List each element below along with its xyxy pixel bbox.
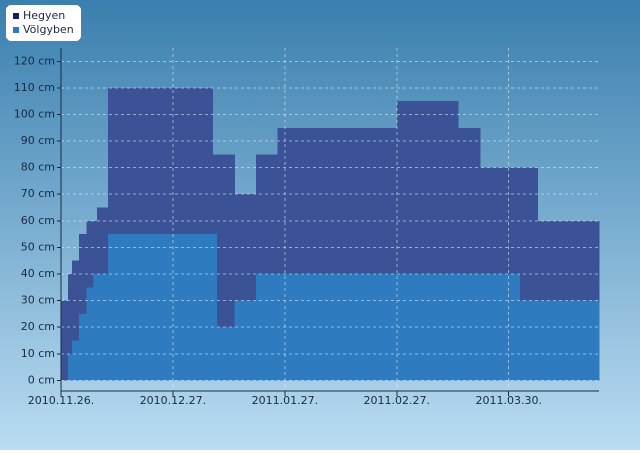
step-area [107, 234, 217, 381]
y-tick-label: 10 cm [21, 347, 55, 360]
step-area [234, 300, 257, 381]
plot-area: 0 cm 10 cm 20 cm 30 cm 40 cm 50 cm 60 cm 70 cm 8… [14, 48, 600, 407]
x-tick-label: 2010.11.26. [28, 394, 94, 407]
y-tick-label: 70 cm [21, 187, 55, 200]
x-tick-label: 2010.12.27. [140, 394, 206, 407]
legend-box [6, 5, 81, 41]
y-tick-label: 50 cm [21, 240, 55, 253]
y-tick-label: 30 cm [21, 294, 55, 307]
y-tick-label: 100 cm [14, 107, 55, 120]
y-tick-label: 40 cm [21, 267, 55, 280]
step-area [519, 300, 600, 381]
step-area [68, 274, 73, 381]
y-tick-label: 120 cm [14, 54, 55, 67]
y-tick-label: 80 cm [21, 161, 55, 174]
legend-marker [13, 13, 19, 19]
step-area [61, 300, 69, 381]
y-tick-label: 60 cm [21, 214, 55, 227]
step-area [71, 260, 80, 381]
legend-label: Völgyben [23, 23, 74, 36]
step-area [86, 287, 94, 381]
x-tick-label: 2011.02.27. [364, 394, 430, 407]
legend-marker [13, 27, 19, 33]
y-tick-label: 90 cm [21, 134, 55, 147]
y-tick-label: 0 cm [28, 373, 55, 386]
y-tick-label: 110 cm [14, 81, 55, 94]
step-area [93, 274, 109, 381]
step-area [68, 353, 73, 381]
x-tick-label: 2011.03.30. [475, 394, 541, 407]
x-tick-label: 2011.01.27. [252, 394, 318, 407]
step-area [71, 340, 80, 381]
step-area [79, 234, 87, 381]
legend-label: Hegyen [23, 9, 65, 22]
y-tick-label: 20 cm [21, 320, 55, 333]
step-area [212, 154, 235, 381]
step-area [79, 313, 87, 381]
